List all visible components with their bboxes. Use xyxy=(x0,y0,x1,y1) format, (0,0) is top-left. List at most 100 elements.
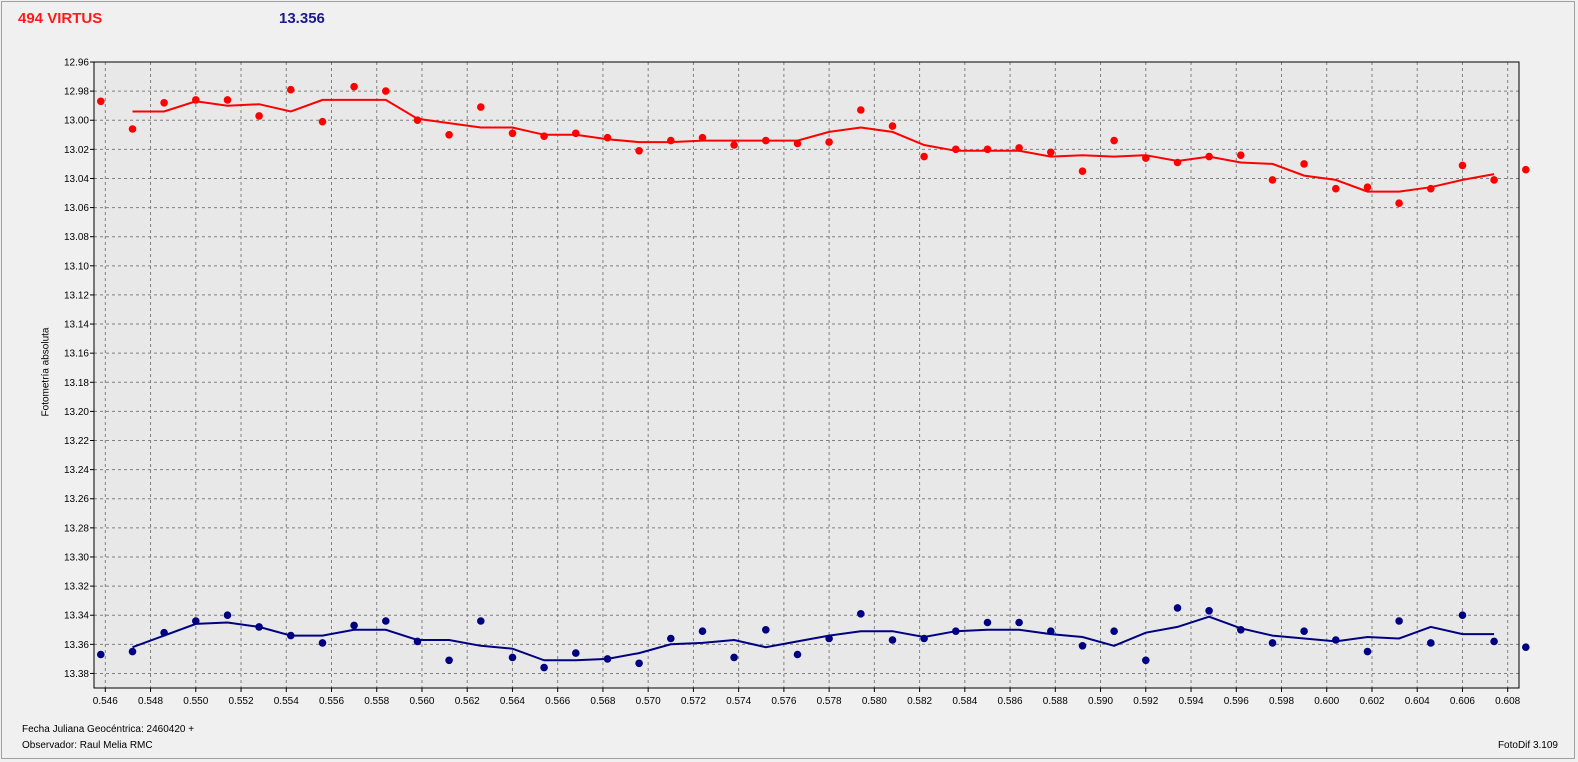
data-point-comparison xyxy=(635,659,643,668)
data-point-target xyxy=(983,145,992,154)
series xyxy=(97,82,1530,672)
data-point-comparison xyxy=(287,631,295,640)
software-version: FotoDif 3.109 xyxy=(1497,740,1558,751)
x-tick-label: 0.592 xyxy=(1133,696,1158,707)
series-target xyxy=(97,82,1530,207)
data-point-target xyxy=(350,82,358,91)
data-point-comparison xyxy=(1142,656,1150,665)
data-point-target xyxy=(192,96,200,104)
data-point-target xyxy=(603,133,612,142)
y-tick-label: 13.36 xyxy=(64,640,89,651)
data-point-comparison xyxy=(793,650,802,659)
data-point-target xyxy=(540,132,548,140)
julian-date-label: Fecha Juliana Geocéntrica: 2460420 + xyxy=(22,724,195,735)
plot-border xyxy=(93,61,1520,689)
x-tick-label: 0.554 xyxy=(274,696,299,707)
x-tick-label: 0.560 xyxy=(409,696,434,707)
data-point-comparison xyxy=(192,617,200,625)
data-point-target xyxy=(1522,165,1530,174)
x-tick-label: 0.608 xyxy=(1495,696,1520,707)
y-tick-label: 13.30 xyxy=(64,552,89,563)
x-tick-label: 0.598 xyxy=(1269,696,1294,707)
y-tick-label: 13.34 xyxy=(64,611,89,622)
x-tick-label: 0.548 xyxy=(138,696,163,707)
data-point-comparison xyxy=(762,626,770,634)
data-point-comparison xyxy=(1237,626,1245,634)
data-point-comparison xyxy=(920,634,928,643)
x-tick-label: 0.550 xyxy=(183,696,208,707)
data-point-comparison xyxy=(1268,639,1277,647)
data-point-comparison xyxy=(97,650,105,659)
x-tick-label: 0.580 xyxy=(862,696,887,707)
y-tick-label: 13.24 xyxy=(64,465,89,476)
data-point-comparison xyxy=(223,611,232,619)
x-tick-label: 0.576 xyxy=(771,696,796,707)
data-point-comparison xyxy=(1427,639,1435,647)
data-point-target xyxy=(888,122,897,130)
y-tick-label: 13.20 xyxy=(64,407,89,418)
data-point-comparison xyxy=(983,618,992,627)
data-point-comparison xyxy=(1522,643,1530,651)
data-point-target xyxy=(223,96,232,104)
data-point-target xyxy=(445,131,453,139)
data-point-target xyxy=(952,145,960,154)
y-tick-label: 13.38 xyxy=(64,669,89,680)
x-tick-label: 0.596 xyxy=(1224,696,1249,707)
data-point-target xyxy=(318,117,327,126)
x-tick-label: 0.594 xyxy=(1179,696,1204,707)
data-point-comparison xyxy=(1078,642,1087,650)
data-point-comparison xyxy=(667,634,675,643)
observer-label: Observador: Raul Melia RMC xyxy=(22,740,153,751)
data-point-target xyxy=(255,112,263,120)
y-tick-label: 13.16 xyxy=(64,349,89,360)
data-point-comparison xyxy=(572,649,580,657)
data-point-target xyxy=(667,136,675,145)
x-tick-label: 0.566 xyxy=(545,696,570,707)
data-point-comparison xyxy=(255,623,263,631)
data-point-target xyxy=(825,138,833,146)
data-point-target xyxy=(635,147,643,155)
x-tick-label: 0.574 xyxy=(726,696,751,707)
x-tick-label: 0.546 xyxy=(93,696,118,707)
data-point-target xyxy=(1205,152,1213,161)
data-point-target xyxy=(287,85,295,94)
data-point-comparison xyxy=(1173,604,1182,612)
data-point-target xyxy=(1047,148,1055,157)
x-tick-label: 0.600 xyxy=(1314,696,1339,707)
data-point-target xyxy=(382,87,390,95)
data-point-target xyxy=(160,99,168,107)
trend-line-target xyxy=(132,98,1495,193)
x-tick-label: 0.586 xyxy=(998,696,1023,707)
y-tick-label: 13.12 xyxy=(64,290,89,301)
data-point-target xyxy=(477,103,485,111)
y-tick-label: 13.32 xyxy=(64,582,89,593)
data-point-target xyxy=(920,152,928,161)
data-point-comparison xyxy=(128,647,137,656)
x-tick-label: 0.556 xyxy=(319,696,344,707)
data-point-target xyxy=(1142,154,1150,162)
data-point-target xyxy=(1395,199,1403,207)
y-tick-label: 13.22 xyxy=(64,436,89,447)
data-point-target xyxy=(730,141,738,149)
data-point-target xyxy=(857,106,865,114)
data-point-target xyxy=(1173,158,1182,167)
data-point-target xyxy=(762,136,770,145)
y-tick-label: 12.96 xyxy=(64,58,89,69)
x-tick-label: 0.572 xyxy=(681,696,706,707)
y-tick-label: 13.04 xyxy=(64,174,89,185)
x-tick-label: 0.562 xyxy=(455,696,480,707)
y-tick-label: 13.10 xyxy=(64,261,89,272)
y-tick-label: 13.08 xyxy=(64,232,89,243)
data-point-comparison xyxy=(888,636,897,644)
data-point-comparison xyxy=(1490,637,1498,646)
y-tick-label: 12.98 xyxy=(64,87,89,98)
x-tick-label: 0.568 xyxy=(590,696,615,707)
x-tick-label: 0.558 xyxy=(364,696,389,707)
data-point-target xyxy=(793,139,802,148)
series-comparison xyxy=(97,604,1530,672)
x-tick-label: 0.582 xyxy=(907,696,932,707)
data-point-comparison xyxy=(350,621,358,630)
data-point-comparison xyxy=(445,656,453,665)
